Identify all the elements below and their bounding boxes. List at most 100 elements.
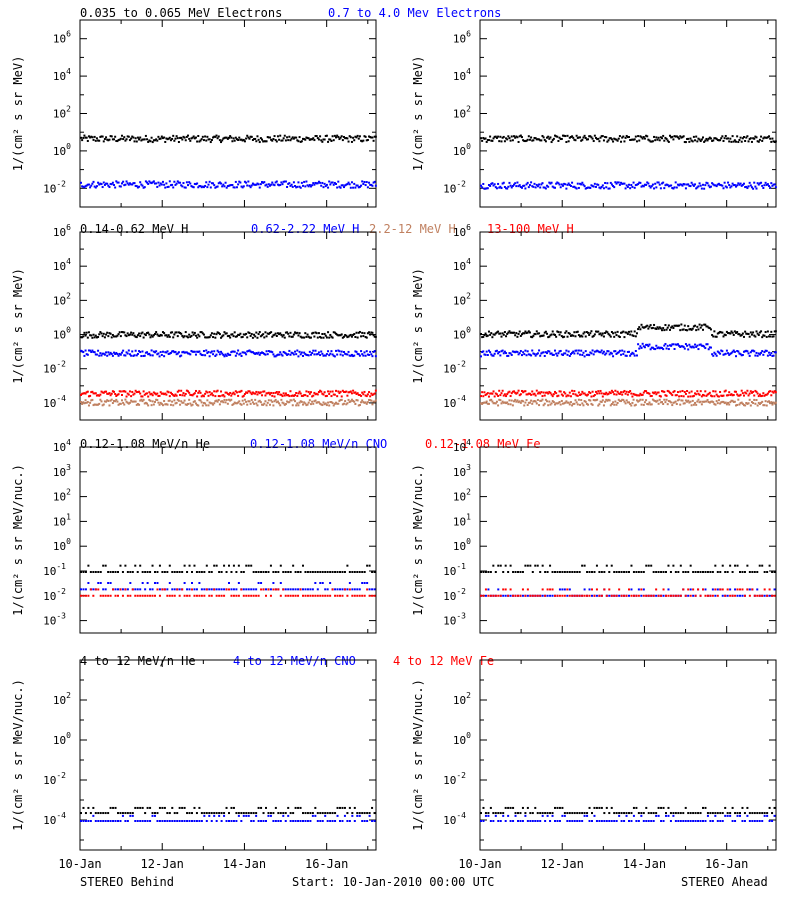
plot-frame [79,231,377,421]
data-point [634,135,637,138]
data-point [688,391,691,394]
data-point [361,391,364,394]
data-point [283,336,286,339]
data-point [340,184,343,187]
data-point [534,394,537,397]
data-point [549,136,552,139]
data-point [363,332,366,335]
data-point [129,814,132,817]
data-point [645,594,648,597]
data-point [519,812,522,815]
data-point [706,812,709,815]
data-point [606,350,609,353]
data-point [139,594,142,597]
data-point [212,403,215,406]
data-point [269,564,272,567]
data-point [250,812,253,815]
data-point [287,353,290,356]
data-point [330,350,333,353]
data-point [365,395,368,398]
data-point [366,353,369,356]
data-point [127,334,130,337]
data-point [547,185,550,188]
data-point [347,398,350,401]
data-point [587,186,590,189]
data-point [657,806,660,809]
data-point [188,588,191,591]
data-point [94,139,97,142]
data-point [628,401,630,404]
data-point [258,399,261,402]
data-point [225,391,228,394]
data-point [164,140,167,143]
data-point [617,181,620,184]
data-point [738,183,741,186]
data-point [748,335,751,338]
data-point [652,820,655,822]
data-point [771,390,774,393]
data-point [338,350,341,353]
data-point [668,391,671,394]
data-point [642,588,645,591]
data-point [156,353,159,356]
data-point [692,346,695,349]
data-point [573,594,576,597]
data-point [151,588,154,591]
data-point [220,350,223,353]
data-point [302,588,304,591]
data-point [321,582,324,585]
data-point [239,181,242,184]
panel-title-part: 0.62-2.22 MeV H [251,222,359,236]
data-point [563,335,566,338]
data-point [339,136,342,139]
data-point [698,182,701,185]
data-point [604,393,607,396]
data-point [645,325,648,328]
data-point [101,391,104,394]
data-point [114,352,117,355]
data-point [677,812,680,815]
data-point [621,331,624,334]
data-point [662,181,665,184]
data-point [224,353,227,356]
data-point [489,820,492,822]
data-point [518,135,521,138]
data-point [242,185,245,188]
data-point [561,336,564,339]
data-point [255,402,258,405]
data-point [232,564,235,567]
data-point [190,394,193,397]
data-point [582,351,585,354]
data-point [306,594,309,597]
data-point [739,393,742,396]
data-point [748,588,751,591]
data-point [548,390,551,393]
data-point [579,335,582,338]
data-point [639,392,642,395]
data-point [331,353,334,356]
data-point [601,352,604,355]
data-point [740,184,743,187]
data-point [692,812,695,815]
data-point [302,403,304,406]
data-point [232,350,235,353]
data-point [657,571,660,573]
data-point [99,182,102,185]
data-point [363,390,366,393]
data-point [571,404,574,407]
data-point [319,571,322,573]
data-point [99,594,102,597]
data-point [679,329,682,332]
data-point [543,186,546,189]
data-point [141,350,144,353]
data-point [629,354,632,357]
data-point [739,594,741,597]
data-point [588,333,591,336]
data-point [670,326,673,329]
data-point [613,820,616,822]
data-point [672,327,675,330]
data-point [136,352,139,355]
data-point [698,138,701,141]
data-point [617,335,620,338]
